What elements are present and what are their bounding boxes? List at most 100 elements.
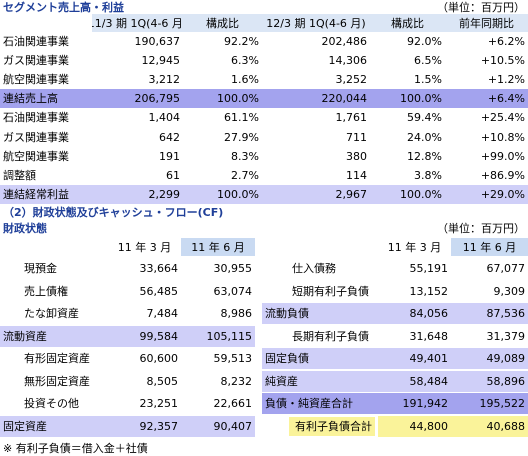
value-cell: +6.2% (487, 35, 525, 48)
value-cell: 90,407 (181, 415, 255, 437)
value-cell: 1.5% (414, 73, 442, 87)
value-cell: 60,600 (139, 352, 179, 365)
row-label: 仕入債務 (292, 262, 336, 275)
row-label: 固定資産 (0, 415, 108, 437)
value-cell: 642 (159, 130, 180, 144)
row-label: ガス関連事業 (3, 130, 69, 144)
unit-label: （単位：百万円） (437, 222, 525, 235)
value-cell: 114 (346, 168, 367, 182)
value-cell: 23,251 (139, 397, 179, 410)
row-label: 長期有利子負債 (292, 329, 369, 343)
value-cell: 191 (159, 149, 180, 163)
value-cell: 24.0% (407, 130, 442, 144)
value-cell: 58,896 (451, 370, 528, 392)
value-cell: 12.8% (407, 149, 442, 163)
row-label: 流動資産 (0, 325, 108, 347)
row-label: 有利子負債合計 (262, 416, 378, 437)
value-cell: 1,404 (148, 111, 181, 125)
value-cell: 92.2% (224, 35, 259, 48)
row-label: 航空関連事業 (3, 149, 69, 163)
value-cell: 8,986 (220, 307, 253, 320)
footnote: ※ 有利子負債＝借入金＋社債 (3, 442, 148, 455)
value-cell: 61 (166, 168, 180, 182)
value-cell: 13,152 (409, 284, 449, 298)
value-cell: 8.3% (231, 149, 259, 163)
row-label: 短期有利子負債 (292, 284, 369, 298)
value-cell: +99.0% (480, 149, 525, 163)
row-label: 調整額 (3, 168, 36, 182)
value-cell: 100.0% (183, 184, 262, 204)
value-cell: 92.0% (407, 35, 442, 48)
value-cell: 59.4% (407, 111, 442, 125)
value-cell: 49,401 (378, 348, 451, 369)
value-cell: 22,661 (213, 397, 253, 410)
value-cell: 191,942 (378, 393, 451, 414)
row-label: 投資その他 (24, 397, 79, 410)
value-cell: 6.5% (414, 54, 442, 68)
value-cell: 12,945 (141, 54, 181, 68)
value-cell: +1.2% (487, 73, 525, 87)
value-cell: +10.5% (480, 54, 525, 68)
section-title: セグメント売上高・利益 (3, 0, 124, 14)
value-cell: 3,252 (335, 73, 368, 87)
value-cell: +10.8% (480, 130, 525, 144)
value-cell: 2.7% (231, 168, 259, 182)
unit-label: （単位：百万円） (437, 0, 525, 14)
value-cell: +29.0% (445, 184, 528, 204)
column-header: 12/3 期 1Q(4-6 月) (262, 14, 370, 32)
value-cell: 380 (346, 149, 367, 163)
row-label: 無形固定資産 (24, 374, 90, 388)
value-cell: 2,299 (92, 184, 183, 204)
header-blank (0, 14, 92, 32)
section-subtitle: 財政状態 (3, 222, 47, 235)
row-label: 石油関連事業 (3, 111, 69, 125)
value-cell: 3,212 (148, 73, 181, 87)
row-label: 固定負債 (262, 348, 378, 369)
column-header: 構成比 (370, 14, 445, 32)
row-label: 現預金 (24, 262, 57, 275)
column-header: 構成比 (183, 14, 262, 32)
value-cell: 67,077 (486, 262, 526, 275)
value-cell: 31,379 (486, 329, 526, 343)
row-label: 純資産 (262, 370, 378, 392)
value-cell: 1,761 (335, 111, 368, 125)
column-header: 11/3 期 1Q(4-6 月) (92, 14, 183, 32)
value-cell: 58,484 (378, 370, 451, 392)
value-cell: 30,955 (213, 262, 253, 275)
value-cell: 100.0% (370, 89, 445, 109)
value-cell: 8,505 (146, 374, 179, 388)
value-cell: 206,795 (92, 89, 183, 109)
value-cell: +86.9% (480, 168, 525, 182)
value-cell: 9,309 (493, 284, 526, 298)
row-label: 航空関連事業 (3, 73, 69, 87)
value-cell: 100.0% (370, 184, 445, 204)
section-title: （2）財政状態及びキャッシュ・フロー(CF) (3, 205, 224, 219)
value-cell: 100.0% (183, 89, 262, 109)
value-cell: 202,486 (321, 35, 368, 48)
row-label: 連結経常利益 (0, 184, 92, 204)
value-cell: 61.1% (224, 111, 259, 125)
row-label: 連結売上高 (0, 89, 92, 109)
value-cell: 87,536 (451, 303, 528, 324)
value-cell: 8,232 (220, 374, 253, 388)
value-cell: 92,357 (108, 415, 181, 437)
row-label: 負債・純資産合計 (262, 393, 378, 414)
value-cell: 105,115 (181, 325, 255, 347)
column-header: 11 年 3 月 (387, 240, 442, 254)
row-label: ガス関連事業 (3, 54, 69, 68)
value-cell: 44,800 (378, 415, 451, 437)
value-cell: 220,044 (262, 89, 370, 109)
value-cell: 711 (346, 130, 367, 144)
column-header: 前年同期比 (445, 14, 528, 32)
value-cell: 27.9% (224, 130, 259, 144)
value-cell: 31,648 (409, 329, 449, 343)
value-cell: 63,074 (213, 284, 253, 298)
value-cell: 14,306 (328, 54, 368, 68)
row-label: たな卸資産 (24, 307, 79, 320)
value-cell: 59,513 (213, 352, 253, 365)
column-header: 11 年 6 月 (181, 238, 255, 256)
value-cell: 84,056 (378, 303, 451, 324)
value-cell: 1.6% (231, 73, 259, 87)
row-label: 流動負債 (262, 303, 378, 324)
